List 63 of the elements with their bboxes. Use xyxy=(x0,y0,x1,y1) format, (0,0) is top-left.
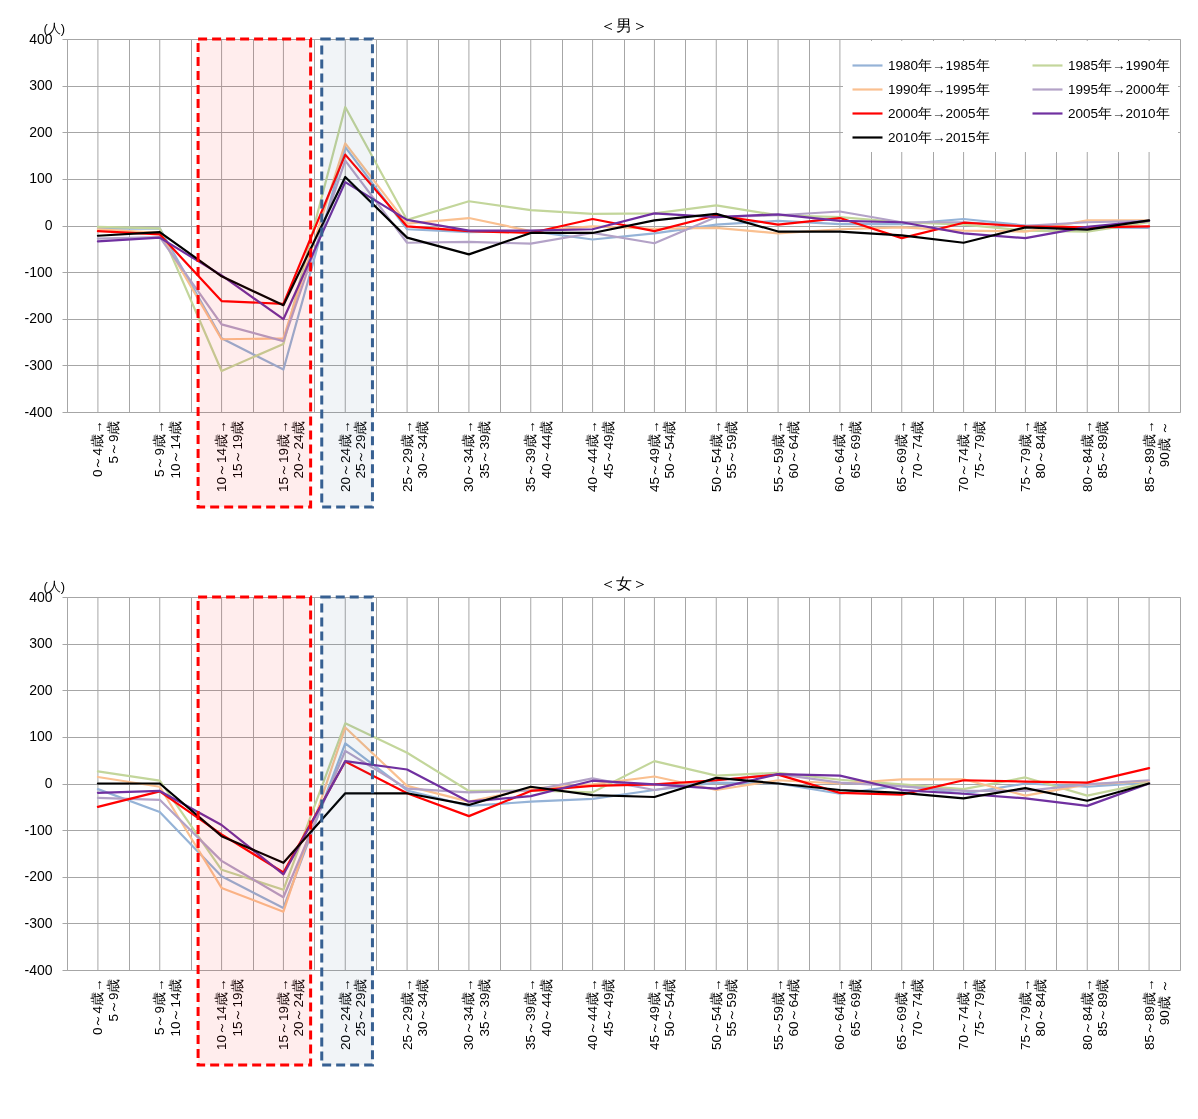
legend-label: 2010年→2015年 xyxy=(888,129,990,145)
x-tick-label: 45～49歳→ 50～54歳 xyxy=(646,420,678,493)
x-tick-label: 55～59歳→ 60～64歳 xyxy=(770,420,802,493)
x-tick-label: 75～79歳→ 80～84歳 xyxy=(1017,978,1049,1051)
x-tick-label: 85～89歳→ 90歳 ～ xyxy=(1141,978,1173,1051)
y-tick-label: -300 xyxy=(24,914,53,931)
x-tick-label: 80～84歳→ 85～89歳 xyxy=(1079,420,1111,493)
y-tick-label: -400 xyxy=(24,403,53,420)
x-tick-label: 10～14歳→ 15～19歳 xyxy=(214,978,245,1051)
x-tick-label: 25～29歳→ 30～34歳 xyxy=(399,978,431,1051)
y-tick-label: 100 xyxy=(29,170,53,187)
x-tick-label: 0～4歳→ 5～9歳 xyxy=(90,420,121,478)
y-tick-label: -400 xyxy=(24,961,53,978)
y-tick-label: 200 xyxy=(29,123,53,140)
x-tick-label: 40～44歳→ 45～49歳 xyxy=(585,978,616,1051)
y-tick-label: 200 xyxy=(29,681,53,698)
x-tick-label: 50～54歳→ 55～59歳 xyxy=(708,978,740,1051)
legend-label: 2005年→2010年 xyxy=(1068,105,1170,121)
x-tick-label: 55～59歳→ 60～64歳 xyxy=(770,978,802,1051)
y-tick-label: 0 xyxy=(44,217,53,233)
y-tick-label: -100 xyxy=(24,263,53,280)
line-series xyxy=(96,153,1151,305)
x-tick-label: 45～49歳→ 50～54歳 xyxy=(646,978,678,1051)
x-tick-label: 40～44歳→ 45～49歳 xyxy=(585,420,616,493)
y-tick-label: 300 xyxy=(29,77,53,94)
x-tick-label: 20～24歳→ 25～29歳 xyxy=(337,420,369,493)
x-tick-label: 70～74歳→ 75～79歳 xyxy=(956,978,987,1051)
x-tick-label: 5～9歳→ 10～14歳 xyxy=(152,978,183,1037)
line-series xyxy=(96,776,1151,864)
y-tick-label: 100 xyxy=(29,728,53,745)
x-tick-label: 35～39歳→ 40～44歳 xyxy=(523,420,554,493)
x-tick-label: 30～34歳→ 35～39歳 xyxy=(461,978,492,1051)
x-tick-label: 65～69歳→ 70～74歳 xyxy=(894,420,925,493)
chart-title: ＜女＞ xyxy=(599,575,648,592)
x-tick-label: 50～54歳→ 55～59歳 xyxy=(708,420,740,493)
x-tick-label: 65～69歳→ 70～74歳 xyxy=(894,978,925,1051)
legend-label: 1995年→2000年 xyxy=(1068,81,1170,97)
x-tick-label: 75～79歳→ 80～84歳 xyxy=(1017,420,1049,493)
x-tick-label: 10～14歳→ 15～19歳 xyxy=(214,420,245,493)
chart-title: ＜男＞ xyxy=(599,17,648,34)
y-tick-label: 0 xyxy=(44,775,53,791)
y-tick-label: -200 xyxy=(24,868,53,885)
x-tick-label: 70～74歳→ 75～79歳 xyxy=(956,420,987,493)
x-tick-label: 15～19歳→ 20～24歳 xyxy=(275,978,307,1051)
x-tick-label: 80～84歳→ 85～89歳 xyxy=(1079,978,1111,1051)
x-tick-label: 85～89歳→ 90歳 ～ xyxy=(1141,420,1173,493)
x-tick-label: 35～39歳→ 40～44歳 xyxy=(523,978,554,1051)
x-tick-label: 0～4歳→ 5～9歳 xyxy=(90,978,121,1036)
y-tick-label: 300 xyxy=(29,635,53,652)
x-tick-label: 25～29歳→ 30～34歳 xyxy=(399,420,431,493)
legend-label: 1980年→1985年 xyxy=(888,57,990,73)
x-tick-label: 5～9歳→ 10～14歳 xyxy=(152,420,183,479)
y-tick-label: -300 xyxy=(24,356,53,373)
x-tick-label: 20～24歳→ 25～29歳 xyxy=(337,978,369,1051)
x-tick-label: 15～19歳→ 20～24歳 xyxy=(275,420,307,493)
legend-label: 1990年→1995年 xyxy=(888,81,990,97)
y-tick-label: -200 xyxy=(24,310,53,327)
x-tick-label: 30～34歳→ 35～39歳 xyxy=(461,420,492,493)
y-tick-label: -100 xyxy=(24,821,53,838)
x-tick-label: 60～64歳→ 65～69歳 xyxy=(832,420,863,493)
legend-label: 1985年→1990年 xyxy=(1068,57,1170,73)
legend-label: 2000年→2005年 xyxy=(888,105,990,121)
x-tick-label: 60～64歳→ 65～69歳 xyxy=(832,978,863,1051)
